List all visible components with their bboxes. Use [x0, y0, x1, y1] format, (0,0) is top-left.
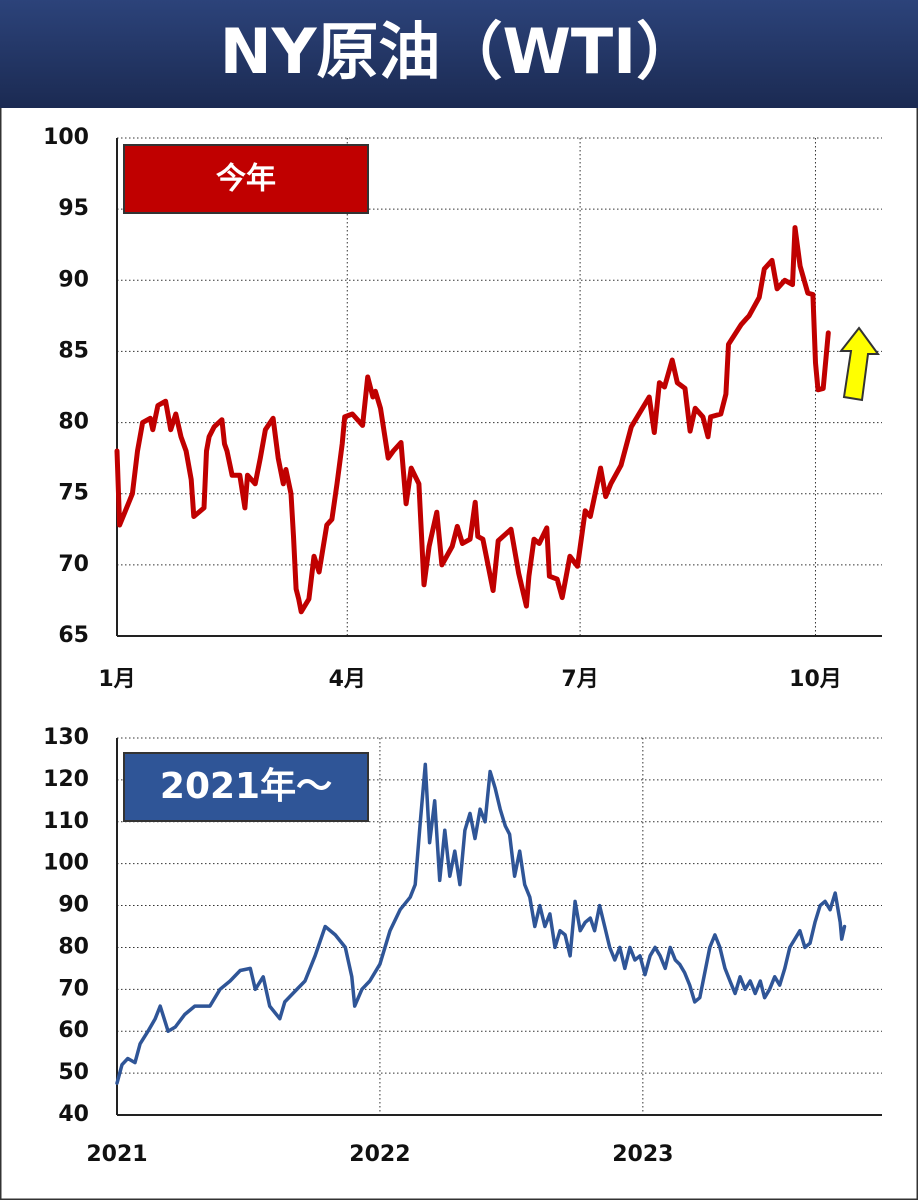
up-arrow — [838, 326, 880, 402]
legend-box — [123, 752, 369, 822]
y-tick-label: 50 — [58, 1060, 89, 1085]
x-tick-label: 2021 — [86, 1142, 147, 1167]
y-tick-label: 85 — [58, 338, 89, 363]
y-tick-label: 100 — [43, 851, 89, 876]
y-tick-label: 70 — [58, 976, 89, 1001]
y-tick-label: 90 — [58, 893, 89, 918]
legend-label: 今年 — [216, 162, 276, 197]
y-tick-label: 75 — [58, 481, 89, 506]
page-title: NY原油（WTI） — [220, 15, 699, 88]
x-tick-label: 1月 — [98, 667, 135, 692]
y-tick-label: 40 — [58, 1102, 89, 1127]
x-tick-label: 2023 — [612, 1142, 673, 1167]
y-tick-label: 80 — [58, 934, 89, 959]
legend-label: 2021年～ — [160, 766, 332, 807]
y-tick-label: 60 — [58, 1018, 89, 1043]
y-tick-label: 65 — [58, 623, 89, 648]
x-tick-label: 7月 — [561, 667, 598, 692]
price-line — [114, 225, 831, 615]
y-tick-label: 95 — [58, 196, 89, 221]
y-tick-label: 120 — [43, 767, 89, 792]
x-tick-label: 10月 — [789, 667, 842, 692]
y-tick-label: 80 — [58, 410, 89, 435]
header-bar — [0, 0, 918, 108]
y-tick-label: 130 — [43, 725, 89, 750]
y-tick-label: 100 — [43, 125, 89, 150]
x-tick-label: 4月 — [329, 667, 366, 692]
legend-box — [123, 144, 369, 214]
x-tick-label: 2022 — [349, 1142, 410, 1167]
price-line — [115, 762, 847, 1085]
y-tick-label: 90 — [58, 267, 89, 292]
y-tick-label: 110 — [43, 809, 89, 834]
y-tick-label: 70 — [58, 552, 89, 577]
